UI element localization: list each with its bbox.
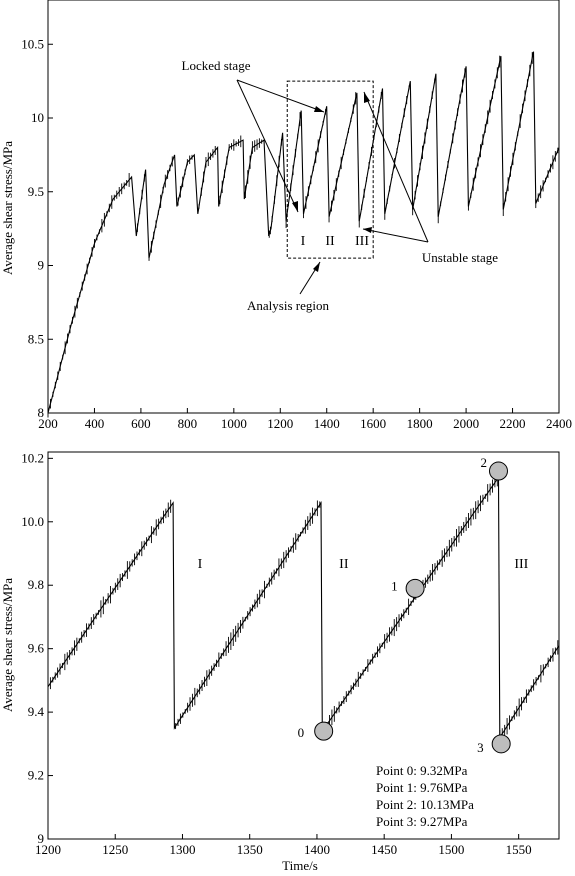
unstable-stage-label: Unstable stage bbox=[422, 250, 498, 265]
series-line bbox=[47, 475, 560, 740]
y-tick-label: 10 bbox=[31, 110, 44, 125]
bottom-series bbox=[47, 471, 560, 745]
x-tick-label: 1400 bbox=[314, 416, 340, 431]
y-tick-label: 10.5 bbox=[21, 36, 44, 51]
y-tick-label: 10.2 bbox=[21, 450, 44, 465]
x-tick-label: 1450 bbox=[371, 842, 397, 857]
x-tick-label: 200 bbox=[38, 416, 58, 431]
x-tick-label: 2400 bbox=[546, 416, 572, 431]
stage-label-III: III bbox=[355, 234, 369, 249]
x-tick-label: 1250 bbox=[102, 842, 128, 857]
legend-point-3: Point 3: 9.27MPa bbox=[376, 814, 468, 829]
stage-label-III: III bbox=[514, 557, 528, 572]
unstable-arrowhead-2 bbox=[363, 227, 372, 233]
x-tick-label: 1300 bbox=[169, 842, 195, 857]
x-tick-label: 2000 bbox=[453, 416, 479, 431]
unstable-arrow-2 bbox=[362, 228, 429, 243]
marked-point-label: 3 bbox=[477, 740, 484, 755]
locked-arrow-1 bbox=[236, 79, 299, 213]
x-tick-label: 1200 bbox=[35, 842, 61, 857]
points-legend: Point 0: 9.32MPa Point 1: 9.76MPa Point … bbox=[376, 763, 474, 829]
x-tick-label: 1350 bbox=[237, 842, 263, 857]
top-series bbox=[47, 51, 560, 418]
unstable-arrow-1 bbox=[363, 91, 429, 243]
legend-point-2: Point 2: 10.13MPa bbox=[376, 797, 474, 812]
x-tick-label: 800 bbox=[178, 416, 198, 431]
x-tick-label: 1500 bbox=[438, 842, 464, 857]
top-y-axis: 8 8.5 9 9.5 10 10.5 bbox=[21, 36, 53, 420]
top-chart: 200 400 600 800 1000 1200 1400 1600 1800 2000 2200… bbox=[0, 0, 572, 431]
legend-point-1: Point 1: 9.76MPa bbox=[376, 780, 468, 795]
locked-arrowhead-1 bbox=[292, 201, 298, 212]
bottom-stage-labels: I II III bbox=[198, 557, 529, 572]
x-tick-label: 1000 bbox=[221, 416, 247, 431]
marked-point-3 bbox=[491, 734, 511, 754]
top-y-axis-label: Average shear stress/MPa bbox=[0, 141, 15, 275]
x-tick-label: 2200 bbox=[500, 416, 526, 431]
stage-label-II: II bbox=[339, 557, 349, 572]
bottom-y-axis: 9 9.2 9.4 9.6 9.8 10.0 10.2 bbox=[21, 450, 53, 846]
marked-point-label: 1 bbox=[391, 578, 398, 593]
unstable-arrowhead-1 bbox=[364, 92, 370, 103]
locked-stage-label: Locked stage bbox=[182, 58, 251, 73]
y-tick-label: 10.0 bbox=[21, 514, 44, 529]
stage-label-I: I bbox=[301, 234, 306, 249]
locked-arrow-2 bbox=[236, 79, 325, 113]
x-tick-label: 1550 bbox=[506, 842, 532, 857]
stage-label-II: II bbox=[325, 234, 335, 249]
stage-label-I: I bbox=[198, 557, 203, 572]
marked-point-label: 2 bbox=[480, 455, 487, 470]
x-tick-label: 400 bbox=[85, 416, 105, 431]
analysis-region-label: Analysis region bbox=[247, 298, 329, 313]
x-tick-label: 1400 bbox=[304, 842, 330, 857]
analysis-arrowhead bbox=[313, 262, 320, 272]
x-tick-label: 1800 bbox=[407, 416, 433, 431]
top-plot-frame bbox=[47, 0, 560, 414]
y-tick-label: 9 bbox=[38, 831, 45, 846]
marked-point-1 bbox=[405, 578, 425, 598]
bottom-x-axis-label: Time/s bbox=[282, 858, 318, 873]
x-tick-label: 1200 bbox=[267, 416, 293, 431]
y-tick-label: 9.6 bbox=[28, 641, 45, 656]
bottom-chart: 1200 1250 1300 1350 1400 1450 1500 1550 9 9.2 9.4… bbox=[0, 450, 560, 873]
x-tick-label: 600 bbox=[131, 416, 151, 431]
marked-point-2 bbox=[488, 461, 508, 481]
series-line bbox=[47, 51, 560, 414]
y-tick-label: 9.8 bbox=[28, 577, 44, 592]
x-tick-label: 1600 bbox=[360, 416, 386, 431]
marked-point-0 bbox=[314, 721, 334, 741]
y-tick-label: 9 bbox=[38, 258, 45, 273]
y-tick-label: 8.5 bbox=[28, 331, 44, 346]
analysis-region-box bbox=[286, 80, 374, 259]
y-tick-label: 8 bbox=[38, 405, 45, 420]
y-tick-label: 9.2 bbox=[28, 768, 44, 783]
bottom-x-axis: 1200 1250 1300 1350 1400 1450 1500 1550 bbox=[35, 834, 532, 857]
legend-point-0: Point 0: 9.32MPa bbox=[376, 763, 468, 778]
bottom-y-axis-label: Average shear stress/MPa bbox=[0, 578, 15, 712]
marked-point-label: 0 bbox=[298, 725, 305, 740]
top-x-axis: 200 400 600 800 1000 1200 1400 1600 1800 2000 2200… bbox=[38, 408, 572, 431]
y-tick-label: 9.5 bbox=[28, 184, 44, 199]
y-tick-label: 9.4 bbox=[28, 704, 45, 719]
bottom-plot-frame bbox=[47, 451, 560, 840]
locked-arrowhead-2 bbox=[314, 106, 324, 112]
bottom-marked-points: 0 1 2 3 bbox=[298, 455, 511, 755]
